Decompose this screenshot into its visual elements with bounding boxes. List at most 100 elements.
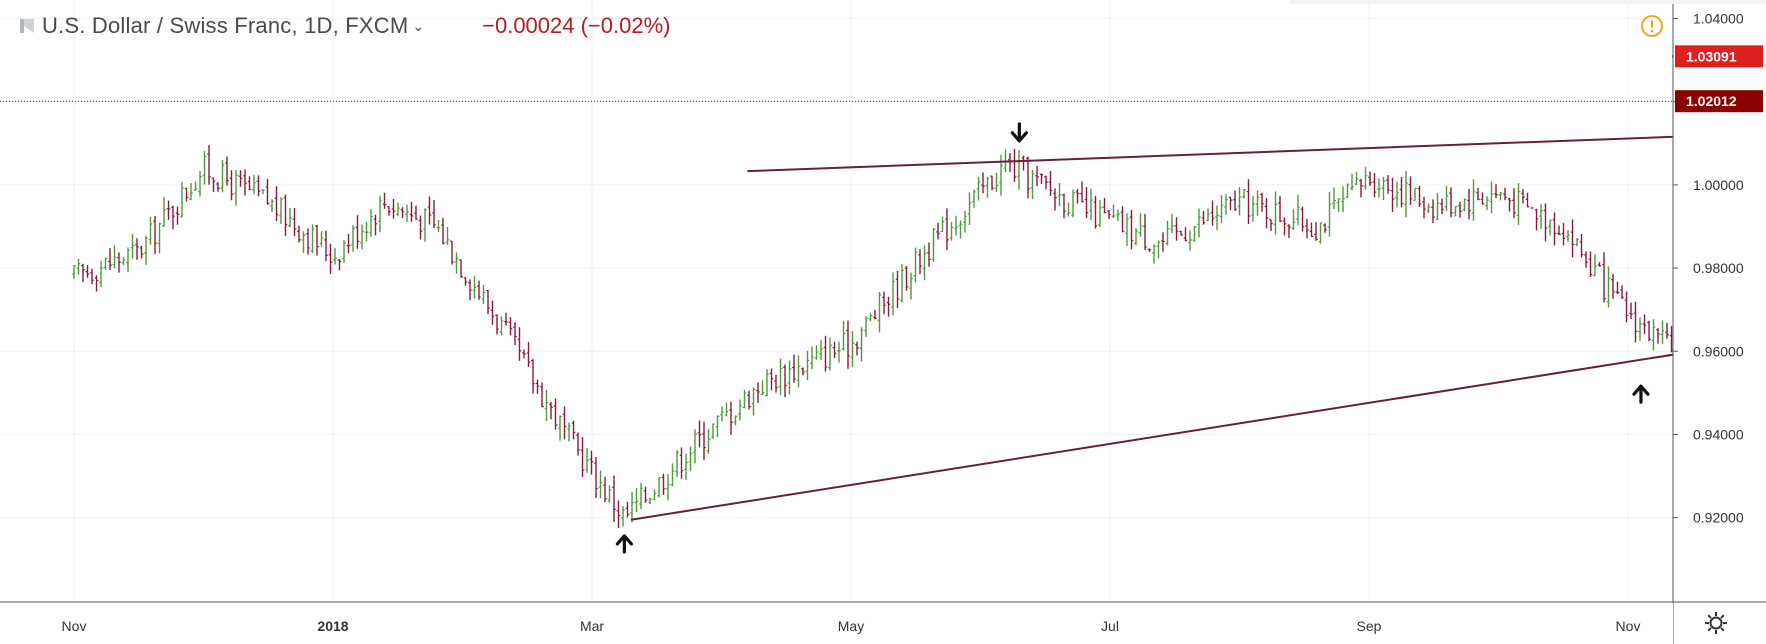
price-bar xyxy=(877,292,882,333)
price-bar xyxy=(895,270,900,308)
price-bar xyxy=(1638,317,1642,342)
price-bar xyxy=(175,206,180,225)
price-bar xyxy=(85,265,90,278)
stop-loss-price-label-text: 1.03091 xyxy=(1686,48,1737,64)
price-bar xyxy=(1462,198,1467,212)
price-bar xyxy=(1548,219,1552,236)
y-tick-label: 0.96000 xyxy=(1693,343,1744,359)
price-bar xyxy=(1102,197,1107,214)
price-bar xyxy=(418,215,423,240)
price-bar xyxy=(1111,204,1116,219)
symbol-title[interactable]: U.S. Dollar / Swiss Franc, 1D, FXCM xyxy=(42,13,409,38)
x-tick-label: Nov xyxy=(62,618,87,634)
price-bar xyxy=(1309,222,1314,238)
price-bar xyxy=(900,264,904,303)
price-bar xyxy=(1021,155,1026,171)
price-bar xyxy=(1287,224,1291,238)
price-bar xyxy=(1197,208,1201,238)
price-bar xyxy=(1071,189,1075,218)
price-bar xyxy=(1629,302,1633,320)
price-bar xyxy=(1341,186,1345,213)
price-bar xyxy=(292,207,297,236)
price-bar xyxy=(193,181,198,191)
price-bar xyxy=(225,156,229,186)
price-bar xyxy=(1125,213,1129,246)
price-bar xyxy=(1282,217,1287,236)
price-bar xyxy=(1129,209,1134,250)
price-bar xyxy=(1143,213,1147,251)
price-bar xyxy=(891,272,895,316)
price-bar xyxy=(486,289,490,315)
price-bar xyxy=(1575,238,1579,247)
price-bar xyxy=(1606,266,1611,308)
price-bar xyxy=(814,345,819,360)
price-bar xyxy=(202,151,207,185)
flag-icon[interactable] xyxy=(18,17,36,35)
price-bar xyxy=(360,224,364,250)
price-bar xyxy=(1179,230,1183,236)
price-bar xyxy=(1480,192,1485,205)
price-bar xyxy=(400,207,405,219)
price-bar xyxy=(261,189,265,195)
alert-icon[interactable] xyxy=(1640,14,1664,38)
price-bar xyxy=(1044,175,1048,190)
price-bar xyxy=(589,450,594,475)
price-bar xyxy=(94,275,99,292)
price-bar xyxy=(675,450,679,477)
price-bar xyxy=(639,482,643,510)
price-bar xyxy=(1476,187,1480,201)
price-bar xyxy=(972,189,976,208)
price-bar xyxy=(580,437,585,478)
price-bar xyxy=(1053,188,1057,211)
price-bar xyxy=(1098,200,1102,228)
x-tick-label: Jul xyxy=(1101,618,1119,634)
price-bar xyxy=(1246,179,1251,225)
price-bar xyxy=(1521,188,1525,204)
price-bar xyxy=(1413,187,1417,201)
price-bar xyxy=(535,379,540,394)
price-bar xyxy=(1422,196,1426,219)
price-bar xyxy=(1534,208,1539,231)
price-bar xyxy=(148,216,153,245)
price-bar xyxy=(823,335,828,372)
price-bar xyxy=(306,228,310,255)
price-bar xyxy=(945,208,949,251)
price-bar xyxy=(1323,223,1327,233)
price-bar xyxy=(603,476,607,502)
price-bar xyxy=(616,500,621,529)
price-bar xyxy=(189,183,193,201)
chevron-down-icon[interactable]: ⌄ xyxy=(412,17,425,34)
price-bar xyxy=(229,170,234,201)
price-bar xyxy=(1296,194,1300,226)
price-bar xyxy=(310,224,315,254)
price-bar xyxy=(90,268,94,285)
price-bar xyxy=(787,360,792,395)
price-bar xyxy=(1588,251,1593,277)
price-bar xyxy=(427,196,432,225)
gear-icon[interactable] xyxy=(1702,609,1730,637)
grid-lines xyxy=(0,0,1672,602)
price-bar xyxy=(211,177,216,193)
price-bar xyxy=(265,178,270,205)
y-tick-label: 0.92000 xyxy=(1693,510,1744,526)
price-bar xyxy=(1089,188,1093,221)
price-bar xyxy=(324,230,328,262)
price-bar xyxy=(1377,178,1381,198)
price-bar xyxy=(378,195,382,233)
price-bar xyxy=(801,367,805,376)
price-bar xyxy=(1633,301,1638,343)
arrow-up-icon xyxy=(615,534,633,554)
price-bar xyxy=(1093,195,1098,229)
price-bar xyxy=(436,219,441,233)
price-bar xyxy=(1170,213,1174,234)
price-bar xyxy=(760,380,765,396)
price-bar xyxy=(792,354,796,383)
price-bar xyxy=(819,340,823,361)
price-bar xyxy=(954,215,958,236)
price-bar xyxy=(166,200,171,220)
price-bar xyxy=(409,201,414,222)
price-bar xyxy=(846,320,850,369)
price-bar xyxy=(751,387,756,416)
y-tick-label: 0.98000 xyxy=(1693,260,1744,276)
price-bar xyxy=(868,313,873,322)
